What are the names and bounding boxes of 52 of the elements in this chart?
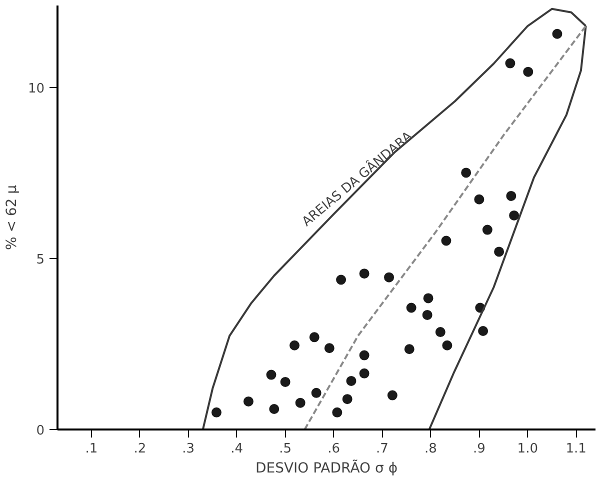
point [435,327,446,338]
x-tick-label: .2 [134,442,146,456]
point [482,224,492,235]
point [342,394,352,404]
x-tick-label: .5 [279,442,292,456]
point [359,368,370,378]
x-tick-label: .8 [424,442,437,456]
point [290,340,300,350]
point [346,376,356,386]
point [441,236,452,246]
point [404,344,414,354]
x-tick-label: .6 [328,442,340,456]
point [243,396,254,406]
point [324,343,334,354]
y-tick-label: 10 [28,82,45,97]
point [478,326,488,336]
point [423,293,434,304]
y-axis-title: % < 62 μ [4,184,20,250]
point [266,370,276,380]
point [359,350,370,360]
point [359,268,370,279]
point [211,407,222,418]
point [461,168,472,178]
point [295,398,306,408]
y-tick-label: 5 [36,252,45,268]
point [552,28,562,39]
point [336,274,346,285]
point [269,404,280,414]
y-tick-label: 0 [36,424,45,438]
point [309,332,320,342]
point [332,407,342,418]
point [311,388,322,398]
point [422,310,432,320]
x-tick-label: 1.0 [517,442,538,456]
x-tick-label: 1.1 [566,442,586,456]
point [505,58,516,68]
point [509,210,520,220]
point [494,246,504,257]
x-tick-label: .7 [376,442,388,456]
point [387,390,398,400]
point [474,194,484,204]
point [523,66,534,77]
x-tick-label: .9 [472,442,486,456]
x-tick-label: .1 [85,442,98,456]
point [384,272,394,282]
point [442,340,452,350]
x-axis-title: DESVIO PADRÃO σ ϕ [255,460,398,476]
point [506,190,516,201]
point [406,302,416,313]
x-tick-label: .4 [230,442,244,456]
point [280,376,290,387]
x-tick-label: .3 [182,442,195,456]
